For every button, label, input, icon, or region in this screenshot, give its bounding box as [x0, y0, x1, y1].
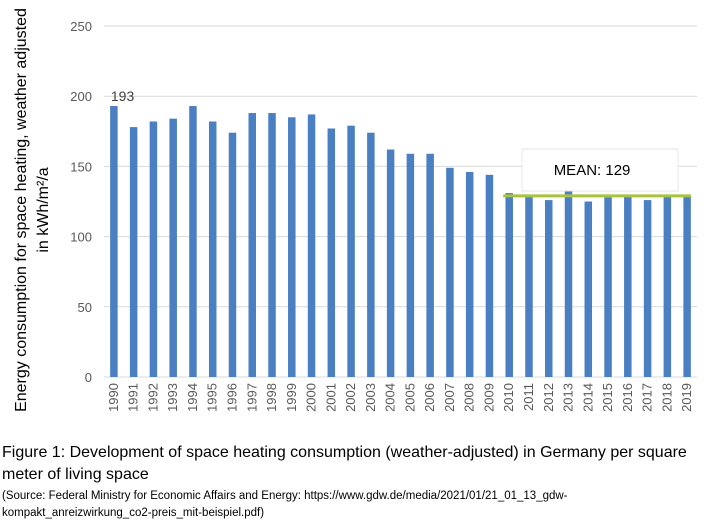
bar-2000 — [307, 114, 316, 378]
y-tick-label: 250 — [70, 19, 92, 34]
y-tick-label: 200 — [70, 89, 92, 104]
x-tick-label: 2018 — [659, 383, 674, 412]
bar-1998 — [268, 113, 276, 377]
chart: 0 50 100 150 200 250 1990 1991 1992 1993 1994 1995… — [13, 8, 697, 412]
bar-2014 — [584, 201, 593, 377]
bar-2009 — [485, 174, 494, 377]
y-tick-label: 0 — [85, 370, 92, 385]
bar-1995 — [208, 121, 217, 377]
bar-2005 — [406, 153, 415, 377]
y-tick-label: 100 — [70, 230, 92, 245]
bar-1996 — [228, 132, 237, 377]
bar-2015 — [604, 197, 612, 377]
bar-1993 — [169, 118, 177, 377]
x-tick-label: 1991 — [126, 383, 141, 412]
x-tick-label: 2011 — [521, 383, 536, 411]
bar-2004 — [386, 149, 395, 377]
y-tick-label: 50 — [78, 300, 92, 315]
x-tick-label: 2017 — [640, 383, 655, 412]
bar-2008 — [465, 172, 474, 377]
bar-2017 — [643, 200, 652, 377]
x-tick-label: 2007 — [442, 383, 457, 412]
bar-1992 — [149, 121, 158, 377]
data-label-1990: 193 — [111, 88, 135, 104]
bar-2003 — [367, 132, 375, 377]
bar-1999 — [288, 117, 296, 377]
bar-2016 — [624, 194, 632, 377]
bar-2010 — [505, 193, 513, 377]
x-tick-label: 1998 — [264, 383, 279, 412]
x-tick-label: 2010 — [501, 383, 516, 412]
bar-2007 — [446, 167, 454, 377]
bar-2006 — [426, 153, 434, 377]
bar-2012 — [545, 200, 553, 377]
x-tick-label: 2019 — [679, 383, 694, 412]
bars — [110, 106, 691, 378]
mean-label-box — [521, 148, 679, 192]
x-tick-label: 2013 — [561, 383, 576, 412]
x-tick-label: 2005 — [402, 383, 417, 412]
grid — [104, 25, 697, 378]
x-tick-label: 1994 — [185, 383, 200, 412]
x-tick-label: 2006 — [422, 383, 437, 412]
x-tick-label: 1992 — [145, 383, 160, 412]
bar-2018 — [663, 195, 672, 377]
y-axis-label-line1: Energy consumption for space heating, we… — [13, 8, 30, 412]
x-tick-label: 1996 — [224, 383, 239, 412]
y-axis-label-line2: in kWh/m²/a — [35, 167, 52, 252]
figure-caption: Figure 1: Development of space heating c… — [2, 444, 687, 483]
x-tick-label: 2015 — [600, 383, 615, 412]
x-tick-label: 2016 — [620, 383, 635, 412]
x-tick-label: 2008 — [462, 383, 477, 412]
bar-1997 — [248, 113, 256, 377]
bar-1994 — [189, 106, 197, 377]
bar-2013 — [564, 187, 573, 377]
x-tick-label: 1999 — [284, 383, 299, 412]
bar-2011 — [525, 194, 533, 377]
y-tick-label: 150 — [70, 159, 92, 174]
bar-2019 — [683, 195, 691, 377]
figure-source: (Source: Federal Ministry for Economic A… — [2, 490, 568, 519]
mean-label: MEAN: 129 — [554, 162, 631, 179]
bar-1990 — [110, 106, 118, 377]
bar-1991 — [129, 127, 138, 377]
x-tick-label: 2000 — [304, 383, 319, 412]
y-axis-ticks: 0 50 100 150 200 250 — [70, 19, 92, 385]
x-tick-label: 2009 — [481, 383, 496, 412]
x-tick-label: 2004 — [383, 383, 398, 412]
x-tick-label: 2002 — [343, 383, 358, 412]
x-axis-ticks: 1990 1991 1992 1993 1994 1995 1996 1997 1998 1999… — [106, 383, 694, 412]
x-tick-label: 2001 — [323, 383, 338, 412]
x-tick-label: 1990 — [106, 383, 121, 412]
x-tick-label: 2012 — [541, 383, 556, 412]
bar-2001 — [327, 128, 336, 377]
x-tick-label: 1997 — [244, 383, 259, 412]
bar-2002 — [347, 125, 355, 378]
x-tick-label: 2003 — [363, 383, 378, 412]
x-tick-label: 1993 — [165, 383, 180, 412]
x-tick-label: 2014 — [580, 383, 595, 412]
x-tick-label: 1995 — [205, 383, 220, 412]
